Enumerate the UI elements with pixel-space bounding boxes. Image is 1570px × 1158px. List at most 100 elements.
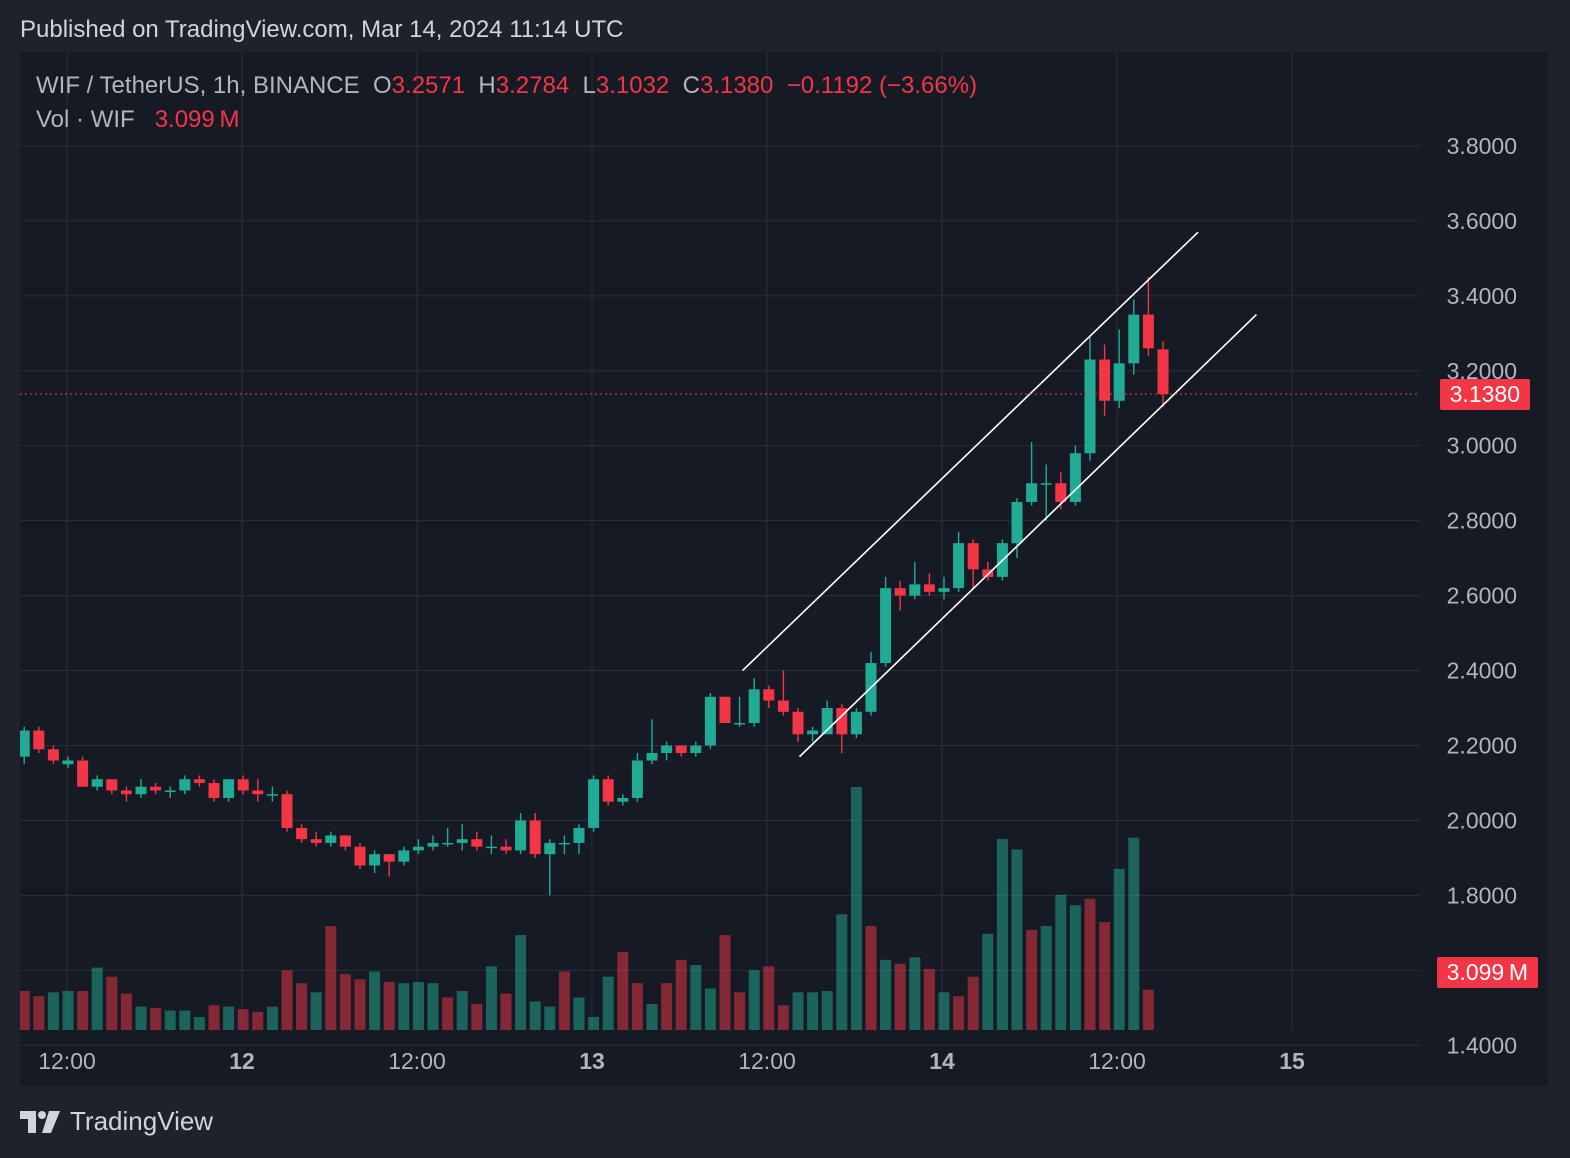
candle-body [850,711,862,735]
tradingview-footer[interactable]: TradingView [20,1106,213,1137]
candle-body [734,723,746,725]
volume-bar [47,992,59,1030]
price-tick-label: 2.0000 [1447,807,1517,833]
volume-bar [558,971,570,1030]
candle-body [602,779,614,802]
price-tick-label: 1.4000 [1447,1032,1517,1058]
candle-body [807,730,819,735]
candle-body [1055,483,1067,502]
volume-bar [383,981,395,1030]
volume-bar [325,926,337,1030]
candle-body [719,696,731,724]
candles [20,277,1169,896]
candle-body [223,779,235,798]
candle-body [894,588,906,596]
candle-body [164,790,176,792]
time-tick-label: 12 [229,1048,255,1074]
volume-bar [91,967,103,1030]
volume-bar [763,966,775,1030]
volume-label[interactable]: Vol · WIF [36,106,135,133]
volume-bar [179,1010,191,1030]
volume-bar [354,979,366,1030]
candle-body [763,689,775,701]
open-label: O [373,72,392,99]
time-tick-label: 12:00 [1088,1048,1146,1074]
volume-bar [938,992,950,1030]
volume-bar [120,993,132,1030]
grid-lines [20,52,1420,1046]
candle-body [588,779,600,828]
volume-bar [894,963,906,1030]
volume-bar [996,838,1008,1030]
volume-bar [106,976,118,1030]
volume-bar [748,970,760,1030]
volume-bar [398,983,410,1030]
candle-body [325,835,337,843]
candle-body [1084,359,1096,454]
price-tick-label: 1.8000 [1447,882,1517,908]
candle-body [296,827,308,840]
candle-body [33,730,45,750]
candle-body [967,543,979,570]
candle-body [266,794,278,796]
volume-bar [529,1001,541,1030]
candle-body [208,782,220,798]
time-tick-label: 12:00 [388,1048,446,1074]
high-label: H [478,72,496,99]
volume-bar [1099,922,1111,1030]
candle-body [252,790,264,795]
volume-bar [1040,926,1052,1030]
price-tick-label: 2.4000 [1447,658,1517,684]
tradingview-logo-icon [20,1110,60,1133]
low-label: L [582,72,596,99]
change-value: −0.1192 (−3.66%) [786,72,978,99]
volume-bar [923,968,935,1030]
volume-bar [281,970,293,1030]
volume-bar [193,1017,205,1030]
price-tick-label: 2.2000 [1447,733,1517,759]
volume-legend: Vol · WIF 3.099 M [36,106,240,134]
volume-bar [208,1005,220,1030]
candle-body [412,846,424,851]
price-tick-label: 3.4000 [1447,283,1517,309]
candle-body [471,839,483,847]
volume-bar [77,991,89,1030]
volume-bar [339,974,351,1030]
volume-bar [223,1006,235,1030]
candle-body [748,689,760,724]
price-tick-label: 3.8000 [1447,133,1517,159]
candle-body [500,846,512,851]
candle-body [646,752,658,761]
candle-body [398,850,410,862]
candle-body [281,794,293,828]
volume-bar [792,992,804,1030]
volume-bar [135,1006,147,1030]
volume-bar [704,988,716,1030]
candle-body [1011,501,1023,544]
candlestick-chart[interactable]: 3.80003.60003.40003.20003.00002.80002.60… [20,52,1548,1086]
volume-bar [807,992,819,1030]
candle-body [821,708,833,735]
candle-body [135,786,147,795]
volume-bar [266,1006,278,1030]
volume-bar [1026,929,1038,1030]
candle-body [369,854,381,866]
time-tick-label: 12:00 [38,1048,96,1074]
candle-body [150,786,162,791]
candle-body [529,820,541,855]
candle-body [617,797,629,802]
volume-bar [617,952,629,1030]
channel-upper-line [741,231,1199,672]
symbol-label[interactable]: WIF / TetherUS, 1h, BINANCE [36,72,360,99]
volume-bar [1084,898,1096,1030]
candle-body [354,846,366,866]
chart-panel[interactable]: 3.8000 3.6000 3.4000 3.2000 3.0000 2.8000 2.60… [20,52,1548,1086]
candle-body [485,846,497,849]
candle-body [573,827,585,843]
volume-bar [1128,837,1140,1030]
volume-bar [427,983,439,1030]
price-tick-label: 3.6000 [1447,208,1517,234]
candle-body [1142,314,1154,349]
volume-bar [237,1009,249,1030]
volume-bar [310,992,322,1030]
